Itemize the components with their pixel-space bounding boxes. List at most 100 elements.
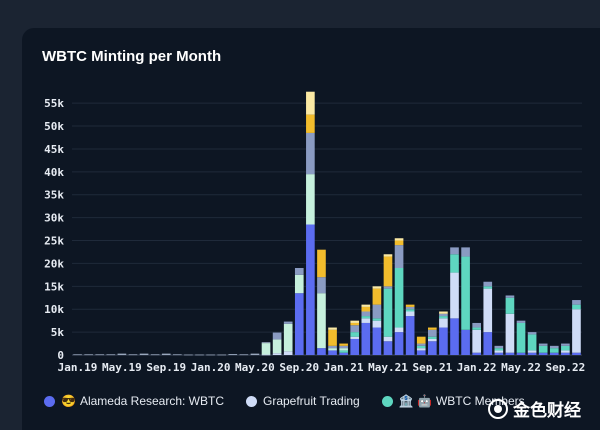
bar-segment[interactable] [150, 354, 160, 356]
bar-segment[interactable] [439, 318, 448, 328]
bar-segment[interactable] [173, 354, 182, 356]
bar-segment[interactable] [317, 293, 326, 349]
bar-segment[interactable] [483, 288, 493, 333]
bar-segment[interactable] [383, 288, 393, 337]
bar-segment[interactable] [483, 332, 493, 355]
bar-segment[interactable] [516, 320, 526, 323]
bar-segment[interactable] [361, 306, 371, 312]
bar-segment[interactable] [317, 277, 326, 294]
bar-segment[interactable] [516, 322, 526, 353]
bar-segment[interactable] [339, 345, 348, 349]
bar-segment[interactable] [472, 352, 481, 355]
bar-segment[interactable] [350, 320, 360, 323]
bar-segment[interactable] [239, 354, 249, 356]
bar-segment[interactable] [439, 311, 448, 314]
bar-segment[interactable] [394, 238, 404, 241]
bar-segment[interactable] [372, 304, 382, 319]
bar-segment[interactable] [405, 311, 415, 317]
bar-segment[interactable] [416, 336, 426, 344]
bar-segment[interactable] [494, 350, 504, 353]
bar-segment[interactable] [472, 327, 481, 330]
bar-segment[interactable] [538, 352, 548, 355]
bar-segment[interactable] [350, 322, 360, 326]
bar-segment[interactable] [306, 114, 315, 133]
bar-segment[interactable] [372, 288, 382, 305]
bar-segment[interactable] [195, 354, 204, 356]
bar-segment[interactable] [527, 332, 537, 335]
bar-segment[interactable] [117, 353, 127, 355]
bar-segment[interactable] [428, 336, 437, 339]
bar-segment[interactable] [494, 352, 504, 355]
bar-segment[interactable] [272, 353, 282, 355]
bar-segment[interactable] [350, 336, 360, 339]
bar-segment[interactable] [261, 343, 271, 355]
bar-segment[interactable] [394, 332, 404, 355]
bar-segment[interactable] [428, 329, 437, 337]
bar-segment[interactable] [339, 343, 348, 346]
bar-segment[interactable] [416, 343, 426, 346]
bar-segment[interactable] [339, 350, 348, 353]
bar-segment[interactable] [250, 353, 260, 355]
bar-segment[interactable] [272, 339, 282, 354]
bar-segment[interactable] [405, 306, 415, 310]
bar-segment[interactable] [306, 91, 315, 115]
bar-segment[interactable] [106, 354, 116, 356]
bar-segment[interactable] [394, 240, 404, 246]
bar-segment[interactable] [372, 327, 382, 355]
bar-segment[interactable] [328, 348, 337, 351]
bar-segment[interactable] [572, 300, 581, 305]
bar-segment[interactable] [361, 311, 371, 317]
bar-segment[interactable] [361, 304, 371, 307]
bar-segment[interactable] [350, 325, 360, 333]
bar-segment[interactable] [527, 334, 537, 351]
bar-segment[interactable] [261, 342, 271, 344]
bar-segment[interactable] [405, 304, 415, 307]
bar-segment[interactable] [538, 345, 548, 353]
bar-segment[interactable] [572, 304, 581, 310]
bar-segment[interactable] [128, 354, 138, 356]
bar-segment[interactable] [561, 343, 570, 346]
legend-item-alameda[interactable]: 😎 Alameda Research: WBTC [44, 394, 224, 408]
bar-segment[interactable] [361, 318, 371, 323]
bar-segment[interactable] [416, 350, 426, 355]
bar-segment[interactable] [572, 352, 581, 355]
bar-segment[interactable] [372, 286, 382, 289]
bar-segment[interactable] [549, 348, 559, 353]
bar-segment[interactable] [394, 327, 404, 333]
bar-segment[interactable] [405, 309, 415, 312]
bar-segment[interactable] [228, 354, 238, 355]
bar-segment[interactable] [328, 329, 337, 346]
bar-segment[interactable] [339, 352, 348, 355]
bar-segment[interactable] [439, 316, 448, 319]
bar-segment[interactable] [272, 332, 282, 340]
bar-segment[interactable] [572, 309, 581, 353]
bar-segment[interactable] [461, 329, 470, 355]
bar-segment[interactable] [450, 318, 459, 355]
bar-segment[interactable] [184, 354, 193, 356]
bar-segment[interactable] [461, 247, 470, 257]
bar-segment[interactable] [372, 318, 382, 321]
bar-segment[interactable] [139, 353, 149, 355]
bar-segment[interactable] [428, 338, 437, 342]
bar-segment[interactable] [505, 297, 515, 314]
bar-segment[interactable] [405, 316, 415, 355]
bar-segment[interactable] [283, 351, 293, 355]
bar-segment[interactable] [516, 352, 526, 355]
bar-segment[interactable] [450, 254, 459, 273]
bar-segment[interactable] [294, 274, 304, 294]
bar-segment[interactable] [350, 332, 360, 337]
bar-segment[interactable] [383, 254, 393, 257]
bar-segment[interactable] [317, 348, 326, 355]
bar-segment[interactable] [328, 327, 337, 330]
bar-segment[interactable] [561, 345, 570, 351]
bar-segment[interactable] [561, 350, 570, 353]
bar-segment[interactable] [283, 323, 293, 352]
bar-segment[interactable] [317, 249, 326, 278]
bar-segment[interactable] [306, 132, 315, 175]
bar-segment[interactable] [84, 354, 93, 356]
bar-segment[interactable] [394, 245, 404, 268]
bar-segment[interactable] [383, 256, 393, 287]
legend-item-grapefruit[interactable]: Grapefruit Trading [246, 394, 360, 408]
bar-segment[interactable] [494, 348, 504, 351]
bar-segment[interactable] [383, 286, 393, 289]
